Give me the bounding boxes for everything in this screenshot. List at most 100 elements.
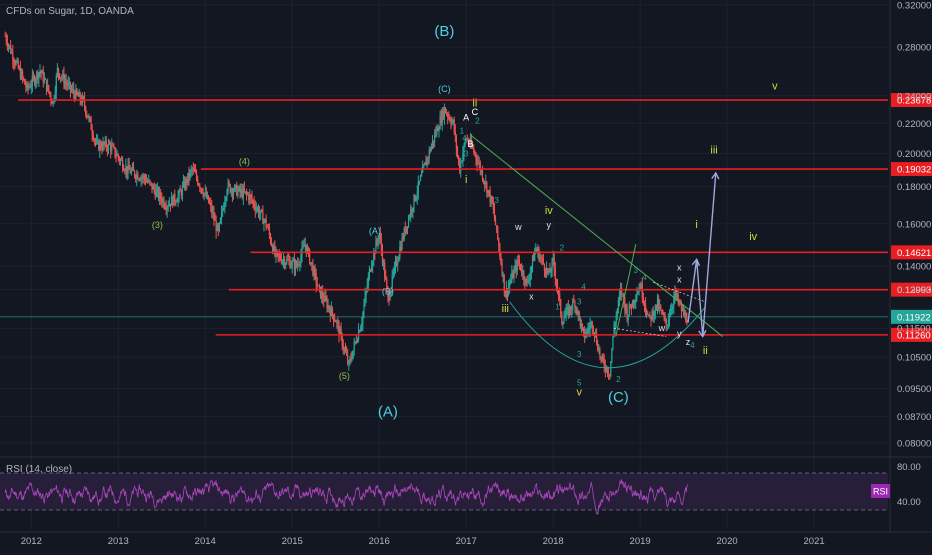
candle-body	[478, 162, 480, 164]
candle-body	[317, 285, 319, 287]
trendline-up	[615, 244, 637, 337]
candle-body	[667, 319, 669, 325]
candle-body	[215, 220, 217, 231]
candle-body	[173, 193, 175, 206]
candle-body	[226, 190, 228, 198]
candle-body	[255, 208, 257, 211]
candle-body	[427, 157, 429, 159]
arrow-head-target	[711, 171, 720, 180]
candle-body	[631, 300, 634, 308]
candle-body	[41, 71, 43, 74]
wave-label: 2	[560, 244, 565, 253]
candle-body	[143, 175, 145, 179]
candle-body	[88, 117, 90, 119]
wave-label: w	[514, 222, 522, 232]
candle-body	[44, 79, 47, 80]
candle-body	[250, 194, 252, 197]
x-tick-label: 2013	[108, 536, 129, 547]
candle-body	[663, 314, 665, 318]
candle-body	[453, 119, 455, 132]
candle-body	[359, 330, 361, 332]
candle-body	[434, 134, 436, 142]
candle-body	[286, 259, 288, 264]
candle-body	[430, 145, 432, 151]
wave-label: y	[677, 329, 682, 339]
candle-body	[596, 333, 598, 345]
candle-body	[655, 304, 658, 309]
candle-body	[473, 148, 475, 153]
candle-body	[569, 306, 572, 310]
candle-body	[110, 144, 112, 152]
candle-body	[257, 208, 260, 215]
candle-body	[251, 196, 253, 201]
candle-body	[674, 290, 676, 298]
wave-label: (A)	[369, 226, 381, 236]
candle-body	[522, 271, 524, 274]
candle-body	[291, 261, 293, 266]
candle-body	[471, 140, 473, 147]
candle-body	[150, 181, 152, 183]
candle-body	[244, 191, 247, 193]
candle-body	[684, 312, 686, 316]
candle-body	[129, 169, 131, 174]
candle-body	[193, 168, 195, 172]
wave-label: 3	[577, 350, 582, 359]
candle-body	[162, 199, 164, 203]
current-price-badge	[891, 309, 932, 324]
candle-body	[35, 79, 37, 84]
candle-body	[611, 349, 613, 362]
candle-body	[64, 81, 66, 84]
wave-label: (3)	[152, 220, 163, 230]
x-tick-label: 2019	[630, 536, 651, 547]
candle-body	[97, 140, 99, 142]
candle-body	[425, 162, 427, 166]
candle-body	[190, 169, 192, 171]
candle-body	[168, 203, 170, 207]
candle-body	[412, 208, 414, 212]
wave-label: x	[677, 263, 682, 273]
candle-body	[560, 299, 562, 315]
candle-body	[351, 358, 353, 360]
candle-body	[406, 226, 409, 228]
candle-body	[178, 190, 180, 196]
candle-body	[563, 318, 565, 324]
candle-body	[172, 196, 174, 206]
candle-body	[256, 208, 259, 209]
candle-body	[311, 262, 313, 264]
arrow-head-up	[691, 258, 701, 267]
candle-body	[20, 71, 23, 79]
candle-body	[543, 264, 546, 271]
candle-body	[8, 45, 11, 47]
x-tick-label: 2020	[717, 536, 738, 547]
candle-body	[247, 193, 249, 195]
candle-body	[235, 185, 237, 186]
candle-body	[373, 251, 375, 263]
candle-body	[103, 142, 105, 145]
candle-body	[485, 182, 487, 185]
candle-body	[331, 307, 334, 315]
candle-body	[637, 291, 639, 295]
candle-body	[450, 120, 452, 124]
candle-body	[380, 238, 382, 250]
candle-body	[390, 287, 392, 295]
price-level-label: 0.12993	[897, 285, 931, 296]
candle-body	[554, 268, 556, 280]
candle-body	[677, 294, 679, 302]
candle-body	[619, 288, 622, 295]
candle-body	[131, 167, 134, 171]
candle-body	[42, 71, 44, 83]
candle-body	[490, 196, 492, 203]
candle-body	[322, 292, 324, 299]
candle-body	[203, 193, 205, 196]
candle-body	[340, 329, 342, 335]
wave-label: ii	[703, 345, 708, 357]
candle-body	[401, 237, 403, 250]
candle-body	[101, 148, 103, 150]
candle-body	[643, 302, 646, 305]
candle-body	[51, 99, 53, 104]
candle-body	[400, 247, 402, 250]
candle-body	[432, 140, 435, 142]
candle-body	[585, 334, 587, 338]
